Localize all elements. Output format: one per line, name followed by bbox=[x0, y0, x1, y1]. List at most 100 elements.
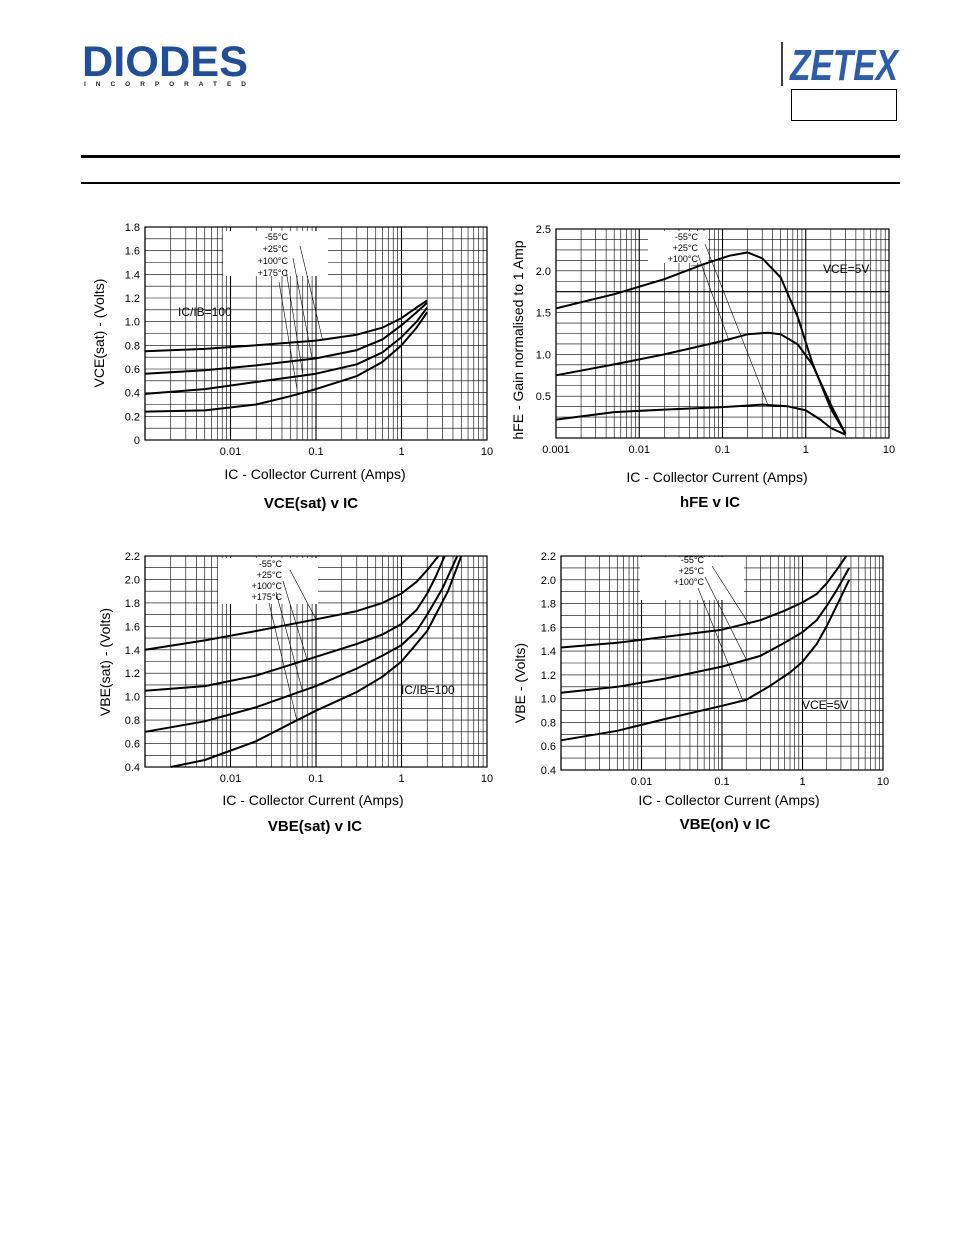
x-axis-label: IC - Collector Current (Amps) bbox=[224, 466, 405, 482]
y-tick-label: 2.2 bbox=[125, 551, 140, 563]
chart-grid bbox=[144, 226, 487, 441]
chart-title: VBE(on) v IC bbox=[680, 816, 771, 833]
chart-2: 0.5 1.0 1.5 2.0 2.5 0.001 0.01 0.1 1 10 IC - Colle… bbox=[510, 224, 895, 511]
series-line-1 bbox=[144, 555, 440, 651]
legend-leader-line bbox=[704, 243, 769, 405]
y-tick-label: 0.8 bbox=[125, 715, 140, 727]
plot-frame bbox=[555, 228, 890, 439]
zetex-logo: ZETEX bbox=[781, 41, 900, 88]
x-tick-label: 0.1 bbox=[308, 773, 323, 785]
y-tick-label: 0.4 bbox=[125, 388, 140, 400]
chart-grid bbox=[555, 228, 889, 439]
y-tick-label: 0.6 bbox=[125, 739, 140, 751]
plot-frame bbox=[144, 226, 488, 441]
chart-1: 0 0.2 0.4 0.6 0.8 1.0 1.2 1.4 1.6 1.8 0.01 0.1 1 10 IC… bbox=[91, 222, 493, 512]
legend-leader-line bbox=[282, 580, 309, 662]
y-axis-label: VBE(sat) - (Volts) bbox=[97, 608, 113, 716]
y-tick-label: 1.8 bbox=[125, 598, 140, 610]
y-tick-label: 0.6 bbox=[541, 741, 556, 753]
legend-entry: -55°C bbox=[675, 232, 699, 242]
y-tick-label: 0.6 bbox=[125, 364, 140, 376]
series-line-2 bbox=[144, 555, 446, 692]
series-line-3 bbox=[560, 579, 851, 742]
series-line-2 bbox=[555, 331, 847, 435]
x-tick-label: 10 bbox=[481, 773, 493, 785]
part-number-box bbox=[791, 89, 897, 121]
x-tick-label: 1 bbox=[398, 446, 404, 458]
legend-leader-line bbox=[711, 565, 750, 626]
legend-leader-line bbox=[697, 587, 743, 700]
y-axis-label: VBE - (Volts) bbox=[512, 643, 528, 723]
legend-entry: +175°C bbox=[258, 268, 289, 278]
legend-leader-line bbox=[299, 245, 324, 341]
legend-entry: +100°C bbox=[674, 577, 705, 587]
x-tick-label: 0.01 bbox=[631, 776, 652, 788]
y-tick-label: 1.0 bbox=[125, 692, 140, 704]
legend-background bbox=[218, 558, 318, 604]
header-rule-top bbox=[81, 155, 900, 158]
chart-title: VBE(sat) v IC bbox=[268, 818, 362, 835]
chart-annotation: IC/IB=100 bbox=[401, 683, 455, 697]
zetex-logo-text: ZETEX bbox=[788, 41, 900, 88]
y-tick-label: 2.5 bbox=[536, 224, 551, 236]
legend-background bbox=[223, 231, 328, 276]
y-tick-label: 1.2 bbox=[541, 670, 556, 682]
plot-frame bbox=[144, 555, 488, 768]
legend-leader-line bbox=[289, 569, 317, 620]
legend-background bbox=[640, 557, 744, 600]
x-tick-label: 10 bbox=[883, 444, 895, 456]
chart-annotation: VCE=5V bbox=[802, 698, 848, 712]
y-tick-label: 1.0 bbox=[125, 317, 140, 329]
x-tick-label: 0.01 bbox=[629, 444, 650, 456]
y-tick-label: 1.6 bbox=[541, 622, 556, 634]
x-tick-label: 0.1 bbox=[308, 446, 323, 458]
legend-leader-line bbox=[285, 269, 304, 374]
legend-entry: +25°C bbox=[263, 244, 289, 254]
chart-annotation: VCE=5V bbox=[823, 262, 869, 276]
x-axis-label: IC - Collector Current (Amps) bbox=[626, 469, 807, 485]
y-tick-label: 1.6 bbox=[125, 621, 140, 633]
y-tick-label: 0.8 bbox=[125, 340, 140, 352]
chart-title: VCE(sat) v IC bbox=[264, 495, 358, 512]
x-tick-label: 0.1 bbox=[714, 776, 729, 788]
series-line-1 bbox=[144, 299, 428, 353]
x-axis-label: IC - Collector Current (Amps) bbox=[222, 792, 403, 808]
legend-entry: +25°C bbox=[673, 243, 699, 253]
x-tick-label: 0.001 bbox=[542, 444, 570, 456]
x-tick-label: 0.01 bbox=[220, 773, 241, 785]
y-tick-label: 0.4 bbox=[541, 765, 556, 777]
x-tick-label: 0.1 bbox=[715, 444, 730, 456]
chart-3: 0.4 0.6 0.8 1.0 1.2 1.4 1.6 1.8 2.0 2.2 0.01 0.1 1 10… bbox=[97, 551, 493, 835]
series-line-1 bbox=[560, 555, 848, 649]
y-axis-label: VCE(sat) - (Volts) bbox=[91, 279, 107, 388]
y-axis-label: hFE - Gain normalised to 1 Amp bbox=[510, 240, 526, 439]
diodes-logo-text: DIODES bbox=[82, 40, 248, 86]
legend-entry: -55°C bbox=[259, 559, 283, 569]
y-tick-label: 0.4 bbox=[125, 762, 140, 774]
legend-entry: +100°C bbox=[258, 256, 289, 266]
y-tick-label: 0 bbox=[134, 435, 140, 447]
y-tick-label: 1.2 bbox=[125, 293, 140, 305]
legend-entry: +25°C bbox=[679, 566, 705, 576]
diodes-logo: DIODES I N C O R P O R A T E D bbox=[82, 40, 248, 88]
y-tick-label: 1.2 bbox=[125, 668, 140, 680]
y-tick-label: 1.5 bbox=[536, 308, 551, 320]
y-tick-label: 2.2 bbox=[541, 551, 556, 563]
x-tick-label: 10 bbox=[877, 776, 889, 788]
y-tick-label: 1.8 bbox=[125, 222, 140, 234]
legend-leader-line bbox=[268, 602, 298, 722]
y-tick-label: 2.0 bbox=[541, 575, 556, 587]
y-tick-label: 2.0 bbox=[125, 574, 140, 586]
legend-entry: -55°C bbox=[265, 232, 289, 242]
y-tick-label: 0.8 bbox=[541, 717, 556, 729]
header-rule-bottom bbox=[81, 182, 900, 184]
legend-entry: +100°C bbox=[668, 254, 699, 264]
legend-leader-line bbox=[278, 281, 298, 390]
chart-title: hFE v IC bbox=[680, 494, 740, 511]
legend-leader-line bbox=[275, 591, 304, 693]
legend-entry: +175°C bbox=[252, 592, 283, 602]
y-tick-label: 0.5 bbox=[536, 391, 551, 403]
x-axis-label: IC - Collector Current (Amps) bbox=[638, 792, 819, 808]
legend-background bbox=[648, 231, 708, 263]
